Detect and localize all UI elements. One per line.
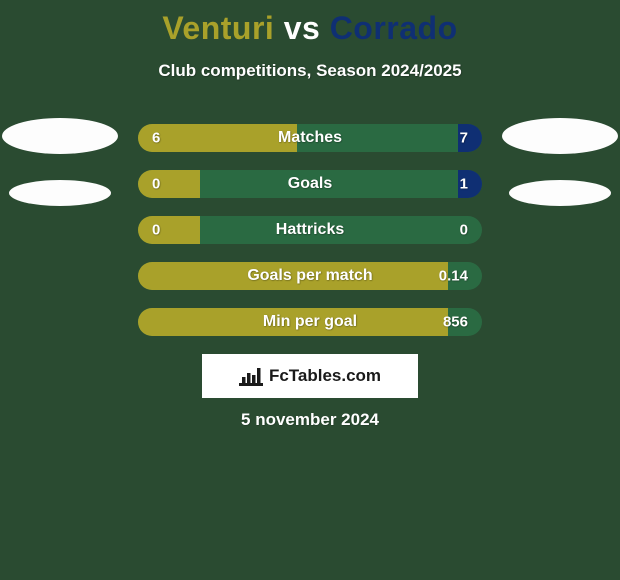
bar-label: Matches — [278, 129, 342, 147]
bar-label: Hattricks — [276, 221, 344, 239]
logo-box: FcTables.com — [202, 354, 418, 398]
bar-value-right: 0.14 — [439, 268, 468, 285]
subtitle: Club competitions, Season 2024/2025 — [0, 61, 620, 81]
logo-text: FcTables.com — [269, 366, 381, 386]
stat-bars: 6 7 Matches 0 1 Goals 0 0 Hattricks 0.14 Goals per… — [138, 124, 482, 336]
bar-value-right: 1 — [460, 176, 468, 193]
player1-oval-1 — [2, 118, 118, 154]
date-text: 5 november 2024 — [241, 410, 379, 430]
bar-fill-left — [138, 124, 297, 152]
player1-oval-2 — [9, 180, 111, 206]
stat-bar: 0 1 Goals — [138, 170, 482, 198]
bar-value-left: 0 — [152, 222, 160, 239]
player2-name: Corrado — [330, 10, 458, 46]
page-title: Venturi vs Corrado — [0, 0, 620, 47]
bar-value-right: 7 — [460, 130, 468, 147]
comparison-infographic: Venturi vs Corrado Club competitions, Se… — [0, 0, 620, 580]
player1-name: Venturi — [162, 10, 274, 46]
bar-value-right: 856 — [443, 314, 468, 331]
barchart-icon — [239, 366, 263, 386]
vs-text: vs — [284, 10, 321, 46]
stat-bar: 0 0 Hattricks — [138, 216, 482, 244]
bar-value-left: 6 — [152, 130, 160, 147]
bar-fill-left — [138, 170, 200, 198]
stat-bar: 856 Min per goal — [138, 308, 482, 336]
bar-value-left: 0 — [152, 176, 160, 193]
player2-oval-1 — [502, 118, 618, 154]
bar-label: Min per goal — [263, 313, 357, 331]
stat-bar: 6 7 Matches — [138, 124, 482, 152]
player1-ovals — [2, 118, 118, 206]
bar-label: Goals per match — [247, 267, 372, 285]
bar-label: Goals — [288, 175, 332, 193]
player2-oval-2 — [509, 180, 611, 206]
stat-bar: 0.14 Goals per match — [138, 262, 482, 290]
bar-value-right: 0 — [460, 222, 468, 239]
player2-ovals — [502, 118, 618, 206]
bar-fill-left — [138, 216, 200, 244]
